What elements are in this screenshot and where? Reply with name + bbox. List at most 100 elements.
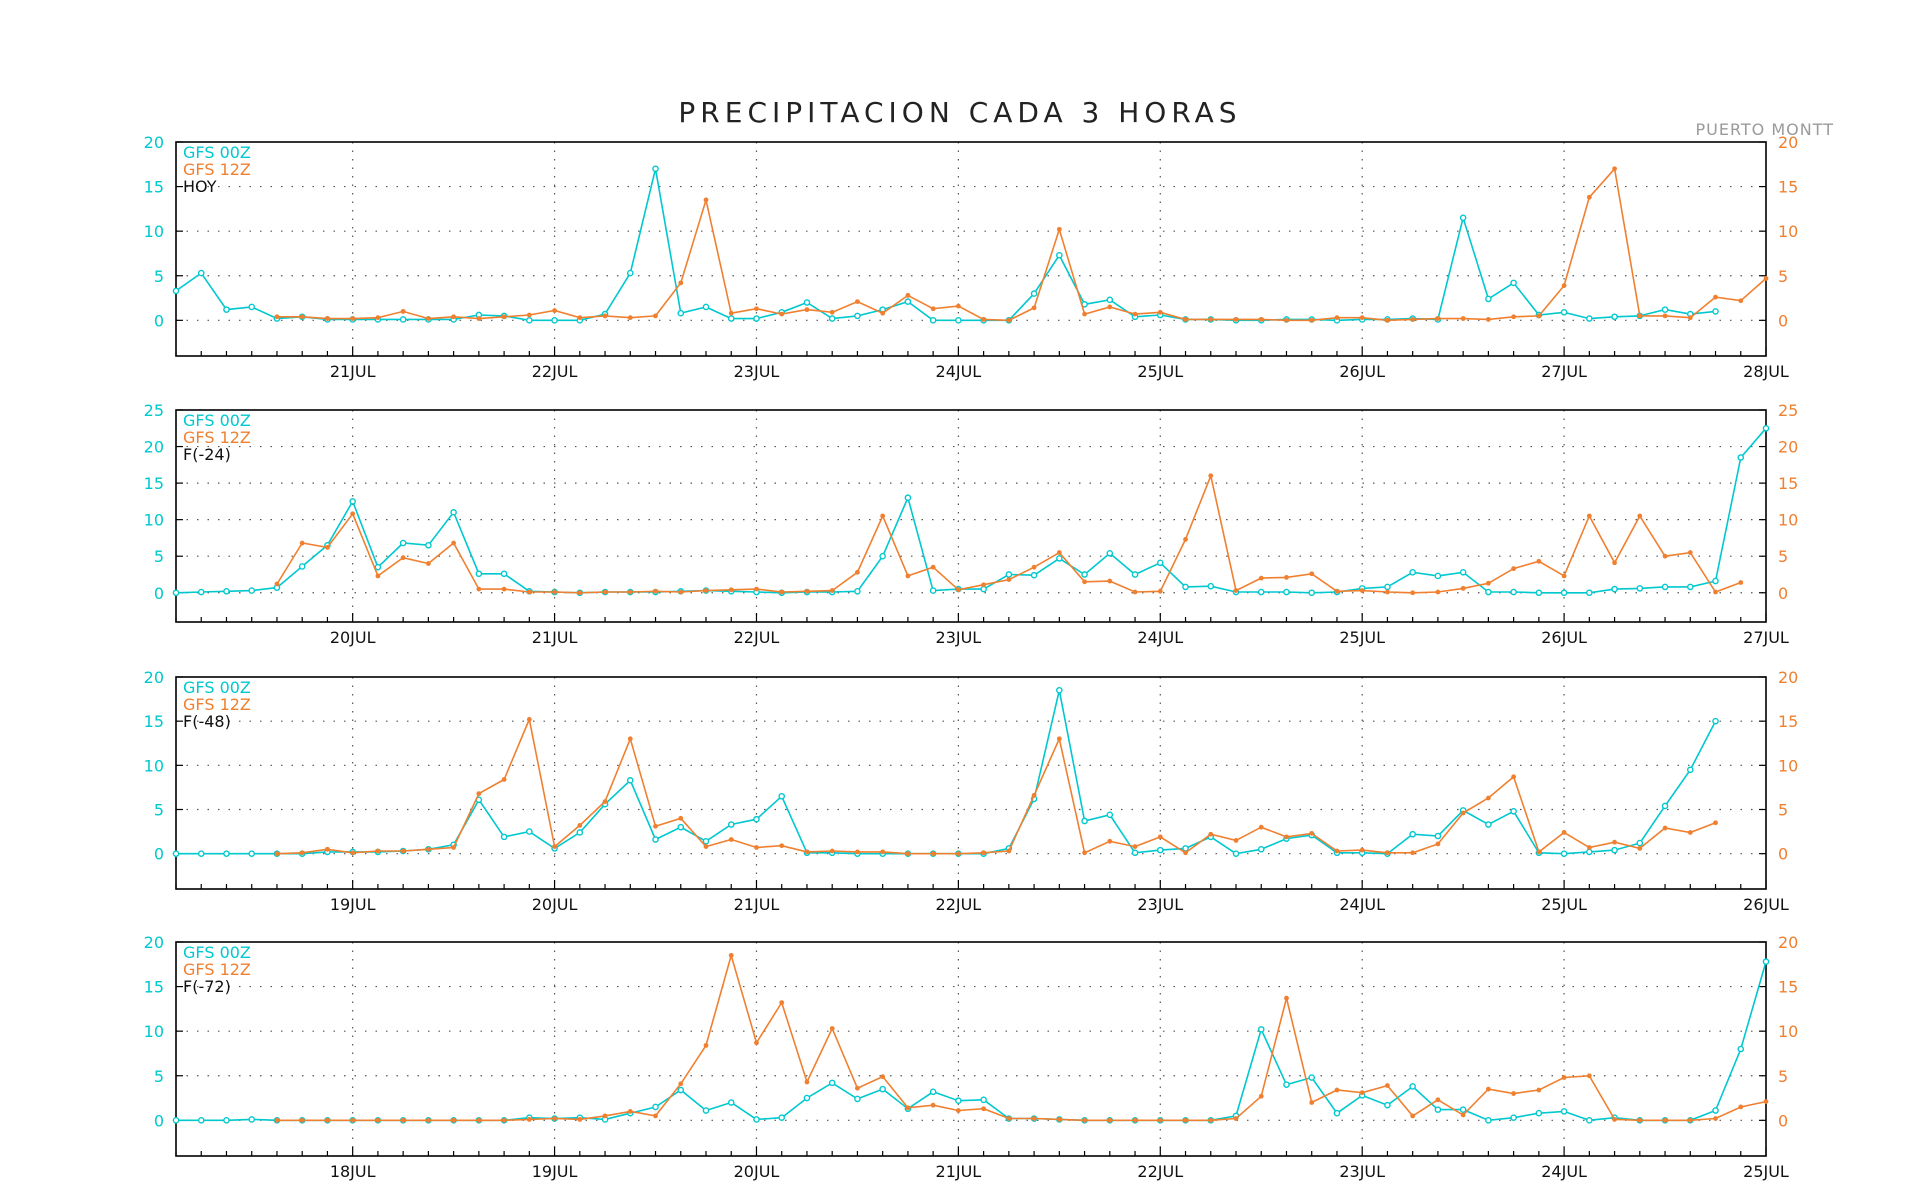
x-tick-label: 22JUL: [532, 362, 578, 381]
data-point-gfs12z: [728, 587, 734, 593]
data-point-gfs12z: [1233, 588, 1239, 593]
data-point-gfs00z: [197, 1117, 205, 1124]
data-point-gfs00z: [1586, 848, 1593, 856]
legend-entry: GFS 12Z: [183, 428, 251, 447]
data-point-gfs12z: [754, 1040, 759, 1046]
data-point-gfs12z: [299, 314, 305, 320]
data-point-gfs12z: [703, 197, 709, 203]
data-point-gfs00z: [1106, 811, 1114, 819]
data-point-gfs12z: [1082, 579, 1087, 585]
y-tick-label-left: 20: [144, 133, 164, 152]
y-tick-label-left: 15: [144, 178, 164, 197]
data-point-gfs00z: [1030, 571, 1038, 579]
data-point-gfs12z: [1183, 1117, 1188, 1123]
data-point-gfs12z: [1586, 513, 1592, 519]
data-point-gfs00z: [1762, 424, 1770, 432]
data-point-gfs00z: [652, 836, 659, 843]
data-point-gfs12z: [855, 1085, 860, 1091]
data-point-gfs12z: [476, 316, 482, 321]
data-point-gfs12z: [526, 717, 532, 722]
data-point-gfs12z: [1687, 550, 1693, 555]
y-tick-label-right: 10: [1778, 222, 1798, 241]
data-point-gfs00z: [399, 316, 407, 323]
data-point-gfs00z: [1257, 845, 1265, 853]
data-point-gfs00z: [980, 1096, 987, 1104]
data-point-gfs12z: [1183, 317, 1188, 322]
data-point-gfs12z: [1031, 564, 1037, 570]
data-point-gfs12z: [1713, 589, 1718, 595]
y-tick-label-right: 20: [1778, 668, 1798, 687]
data-point-gfs12z: [602, 1113, 608, 1119]
x-tick-label: 24JUL: [936, 362, 982, 381]
y-tick-label-left: 0: [154, 845, 164, 864]
data-point-gfs12z: [400, 1117, 406, 1123]
legend-entry: GFS 00Z: [183, 678, 251, 697]
data-point-gfs12z: [1334, 588, 1340, 594]
data-point-gfs12z: [1309, 317, 1315, 323]
data-point-gfs00z: [223, 587, 230, 595]
data-point-gfs12z: [829, 309, 835, 315]
data-point-gfs12z: [1763, 276, 1769, 281]
data-point-gfs12z: [1183, 536, 1188, 542]
data-point-gfs00z: [172, 287, 180, 295]
data-point-gfs12z: [501, 777, 507, 782]
data-point-gfs12z: [602, 589, 608, 595]
legend-entry: GFS 00Z: [183, 411, 251, 430]
y-tick-label-right: 15: [1778, 978, 1798, 997]
data-point-gfs00z: [1535, 1109, 1543, 1117]
data-point-gfs00z: [1409, 568, 1416, 576]
data-point-gfs12z: [728, 837, 734, 842]
x-tick-label: 24JUL: [1339, 895, 1385, 914]
data-point-gfs00z: [879, 1085, 886, 1093]
data-point-gfs12z: [552, 844, 557, 849]
data-point-gfs12z: [1031, 1116, 1037, 1121]
data-point-gfs12z: [1082, 1117, 1087, 1123]
data-point-gfs00z: [248, 303, 256, 311]
data-point-gfs12z: [1208, 831, 1214, 837]
data-point-gfs12z: [1132, 589, 1138, 595]
chart-panel-1: 21JUL 22JUL 23JUL 24JUL 25JUL 26JUL 27JUL 28JUL…: [144, 133, 1799, 381]
data-point-gfs12z: [1662, 1117, 1668, 1123]
data-point-gfs12z: [501, 586, 507, 592]
data-point-gfs00z: [1611, 313, 1618, 321]
data-point-gfs12z: [1637, 1117, 1643, 1123]
data-point-gfs00z: [1409, 830, 1416, 838]
data-point-gfs00z: [803, 299, 811, 306]
data-point-gfs12z: [1511, 314, 1517, 320]
data-point-gfs12z: [350, 1117, 356, 1123]
data-point-gfs12z: [1738, 298, 1744, 304]
y-tick-label-right: 0: [1778, 845, 1788, 864]
data-point-gfs00z: [1257, 588, 1265, 596]
y-tick-label-left: 0: [154, 311, 164, 330]
data-point-gfs00z: [197, 269, 205, 277]
data-point-gfs00z: [1106, 296, 1114, 304]
data-point-gfs12z: [400, 555, 406, 561]
data-point-gfs12z: [274, 581, 280, 587]
data-point-gfs12z: [375, 573, 381, 579]
data-point-gfs00z: [1686, 766, 1694, 774]
data-point-gfs12z: [930, 1102, 936, 1108]
data-point-gfs12z: [501, 314, 507, 320]
legend-entry: F(-48): [183, 712, 231, 731]
y-tick-label-right: 15: [1778, 178, 1798, 197]
data-point-gfs12z: [1763, 1099, 1769, 1105]
data-point-gfs12z: [855, 849, 860, 855]
series-line-gfs12z: [277, 952, 1767, 1122]
data-point-gfs00z: [1762, 958, 1770, 965]
chart-panel-4: 18JUL 19JUL 20JUL 21JUL 22JUL 23JUL 24JUL 25JUL…: [144, 933, 1799, 1181]
data-point-gfs12z: [1006, 317, 1012, 323]
data-point-gfs12z: [627, 589, 633, 595]
data-point-gfs00z: [1611, 585, 1618, 593]
data-point-gfs00z: [576, 829, 584, 836]
x-tick-label: 21JUL: [330, 362, 376, 381]
y-tick-label-right: 0: [1778, 311, 1788, 330]
x-tick-label: 21JUL: [734, 895, 780, 914]
data-point-gfs00z: [172, 589, 180, 597]
data-point-gfs00z: [1661, 583, 1669, 591]
data-point-gfs12z: [728, 952, 734, 958]
y-tick-label-right: 10: [1778, 756, 1798, 775]
data-point-gfs00z: [904, 298, 912, 305]
data-point-gfs00z: [1308, 1074, 1316, 1081]
y-tick-label-left: 15: [144, 474, 164, 493]
data-point-gfs12z: [1687, 830, 1693, 835]
